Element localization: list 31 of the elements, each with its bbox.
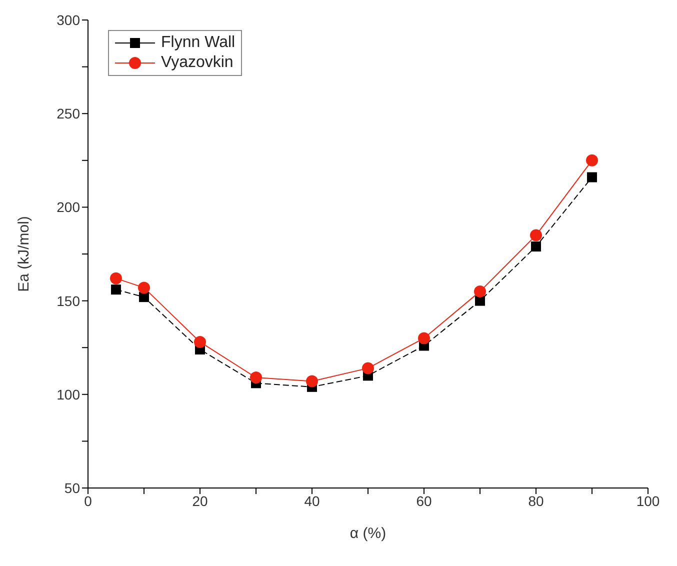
legend-label: Vyazovkin [161, 53, 234, 73]
point [587, 172, 597, 182]
y-tick-label: 300 [56, 12, 80, 28]
point [111, 284, 121, 295]
legend-label: Flynn Wall [161, 33, 236, 53]
x-tick-label: 20 [192, 492, 208, 509]
point [475, 296, 485, 306]
x-tick-label: 60 [416, 492, 432, 509]
x-tick-label: 100 [636, 492, 660, 509]
x-tick-label: 0 [84, 492, 92, 509]
point [194, 336, 206, 348]
point [418, 332, 430, 344]
y-axis-title: Ea (kJ/mol) [15, 216, 32, 292]
point [531, 242, 541, 252]
y-tick-label: 200 [56, 199, 80, 216]
y-tick-label: 150 [56, 292, 80, 309]
x-axis-title: α (%) [350, 525, 386, 542]
x-tick-label: 80 [528, 492, 544, 509]
point [586, 154, 598, 166]
point [306, 375, 318, 388]
point [139, 292, 149, 302]
point [530, 229, 542, 242]
point [250, 372, 262, 384]
y-tick-label: 50 [64, 480, 80, 496]
point [362, 362, 374, 374]
y-tick-label: 250 [56, 106, 80, 122]
point [138, 282, 150, 294]
point [110, 272, 122, 284]
point [474, 285, 486, 298]
x-tick-label: 40 [304, 492, 320, 509]
y-tick-label: 100 [56, 386, 80, 402]
